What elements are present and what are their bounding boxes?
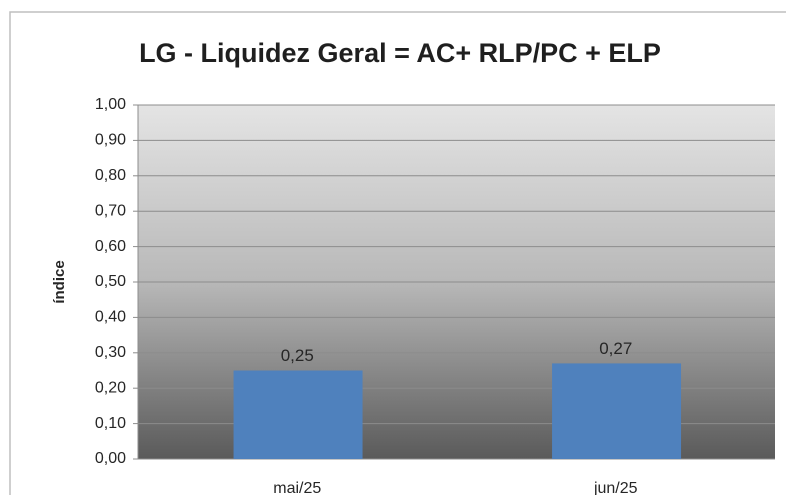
chart-title: LG - Liquidez Geral = AC+ RLP/PC + ELP [139, 38, 661, 68]
y-tick-label: 0,70 [95, 202, 126, 219]
bar [552, 363, 682, 459]
y-tick-label: 0,50 [95, 273, 126, 290]
value-label: 0,25 [281, 346, 314, 365]
y-tick-label: 0,00 [95, 450, 126, 467]
y-tick-label: 0,40 [95, 309, 126, 326]
y-tick-label: 0,60 [95, 238, 126, 255]
x-tick-label: mai/25 [273, 480, 321, 495]
y-tick-label: 0,80 [95, 167, 126, 184]
bar [233, 370, 363, 459]
y-tick-label: 1,00 [95, 96, 126, 113]
y-axis-title: índice [51, 260, 68, 303]
x-tick-label: jun/25 [593, 480, 638, 495]
y-tick-label: 0,20 [95, 379, 126, 396]
y-tick-label: 0,30 [95, 344, 126, 361]
y-tick-label: 0,10 [95, 415, 126, 432]
value-label: 0,27 [599, 339, 632, 358]
y-tick-label: 0,90 [95, 132, 126, 149]
